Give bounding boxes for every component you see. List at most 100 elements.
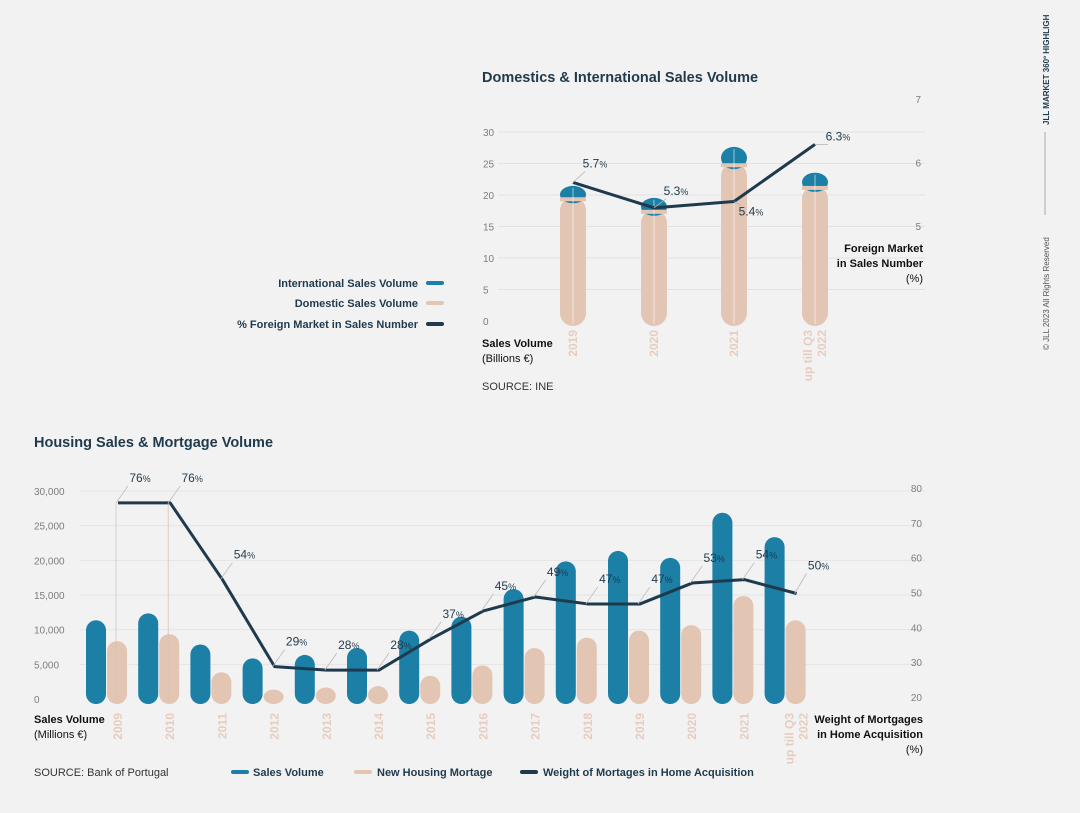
chart1-legend: International Sales Volume Domestic Sale… (237, 278, 444, 331)
chart2-line-series: 76% 76% 54% 29% 28% 28% 37% 45% 49% 47% 47% 53% 54% 5… (115, 471, 829, 700)
chart2-year-label: 2022 (797, 713, 811, 740)
label-leader (324, 652, 338, 671)
sales-volume-bar (190, 644, 211, 704)
chart2-year-label: up till Q3 (783, 713, 797, 765)
mortgage-weight-label: 28% (390, 638, 411, 652)
chart2-right-axis-unit: (%) (906, 744, 923, 756)
foreign-pct-label: 5.7% (583, 156, 608, 170)
legend-sales-swatch (231, 770, 249, 774)
chart2-year-label: 2010 (163, 713, 177, 740)
chart1-left-axis-unit: (Billions €) (482, 353, 533, 365)
mortgage-weight-label: 45% (495, 579, 516, 593)
chart2-year-label: 2015 (424, 713, 438, 740)
chart2-right-tick: 80 (911, 484, 923, 495)
chart2-right-ticks: 20 30 40 50 60 70 80 (911, 484, 923, 704)
chart2-year-label: 2020 (685, 713, 699, 740)
legend-international-swatch (426, 281, 444, 285)
chart2-left-tick: 0 (34, 695, 40, 706)
label-leader (167, 485, 181, 504)
chart2-year-label: 2014 (372, 713, 386, 740)
chart2-source: SOURCE: Bank of Portugal (34, 767, 169, 779)
copyright-vertical-label: © JLL 2023 All Rights Reserved (1042, 237, 1051, 350)
sales-volume-bar (242, 658, 263, 704)
legend-sales: Sales Volume (253, 767, 324, 779)
mortgage-weight-label: 29% (286, 635, 307, 649)
mortgage-weight-label: 54% (234, 548, 255, 562)
chart1-year-label: 2021 (727, 330, 741, 357)
chart2-year-label: 2017 (529, 713, 543, 740)
sales-volume-bar (712, 512, 733, 704)
label-leader (585, 586, 599, 605)
mortgage-weight-label: 47% (651, 572, 672, 586)
chart2-left-ticks: 0 5,000 10,000 15,000 20,000 25,000 30,000 (34, 487, 65, 706)
chart1-bars (560, 146, 828, 326)
chart2-category-labels: 2009 2010 2011 2012 2013 2014 2015 2016 2017 2018… (111, 713, 811, 765)
label-leader (733, 201, 742, 206)
label-leader (637, 586, 651, 605)
chart2-year-label: 2016 (476, 713, 490, 740)
label-leader (428, 621, 442, 640)
label-leader (220, 562, 233, 580)
brand-vertical-label: JLL MARKET 360º HIGHLIGH (1042, 14, 1051, 125)
mortgage-weight-label: 50% (808, 559, 829, 573)
legend-weight-swatch (520, 770, 538, 774)
mortgage-bar (629, 630, 649, 704)
chart1-line-series: 5.7% 5.3% 5.4% 6.3% (572, 129, 850, 218)
chart1-left-tick: 15 (483, 223, 495, 234)
mortgage-bar (107, 641, 127, 704)
sales-volume-bar (451, 616, 472, 704)
foreign-pct-line (572, 143, 816, 210)
chart2-year-label: 2009 (111, 713, 125, 740)
legend-weight: Weight of Mortages in Home Acquisition (543, 767, 754, 779)
mortgage-bar (263, 689, 284, 704)
label-leader (689, 565, 703, 584)
chart1-left-tick: 5 (483, 286, 489, 297)
label-leader (115, 485, 129, 504)
chart1-right-tick: 6 (915, 158, 921, 169)
sales-volume-bar (764, 537, 785, 704)
chart2-bars (86, 512, 806, 704)
chart1-source: SOURCE: INE (482, 381, 554, 393)
chart2-left-tick: 30,000 (34, 487, 65, 498)
mortgage-weight-label: 49% (547, 565, 568, 579)
chart2-right-axis-label-1: Weight of Mortgages (814, 714, 923, 726)
foreign-pct-label: 5.4% (739, 204, 764, 218)
label-leader (533, 579, 546, 598)
label-leader (742, 562, 755, 580)
mortgage-bar (211, 672, 232, 704)
chart1-year-label: 2020 (647, 330, 661, 357)
chart-foreign-sales: Domestics & International Sales Volume 0… (237, 70, 925, 393)
chart2-year-label: 2011 (215, 713, 229, 739)
mortgage-bar (733, 596, 754, 704)
chart2-year-label: 2012 (268, 713, 282, 740)
chart1-right-tick: 7 (915, 95, 921, 106)
chart2-right-tick: 50 (911, 589, 923, 600)
mortgage-weight-label: 53% (704, 551, 725, 565)
chart1-year-label: up till Q3 (801, 330, 815, 382)
legend-international: International Sales Volume (278, 278, 418, 290)
label-leader (376, 652, 390, 671)
chart2-right-axis-label-2: in Home Acquisition (817, 729, 923, 741)
label-leader (481, 593, 494, 612)
chart1-left-ticks: 0 5 10 15 20 25 30 (483, 128, 495, 328)
chart2-right-tick: 70 (911, 519, 923, 530)
chart1-left-tick: 25 (483, 160, 495, 171)
mortgage-weight-label: 37% (443, 607, 464, 621)
chart2-year-label: 2021 (737, 713, 751, 740)
mortgage-bar (472, 665, 493, 704)
chart2-left-tick: 15,000 (34, 591, 65, 602)
mortgage-bar (159, 634, 180, 704)
legend-foreign-pct-swatch (426, 322, 444, 326)
chart2-left-tick: 25,000 (34, 522, 65, 533)
chart1-year-label: 2022 (815, 330, 829, 357)
mortgage-bar (681, 625, 702, 704)
legend-domestic-swatch (426, 301, 444, 305)
chart1-right-axis-label-2: in Sales Number (837, 258, 924, 270)
side-branding: JLL MARKET 360º HIGHLIGH © JLL 2023 All … (1042, 14, 1051, 350)
chart2-legend: Sales Volume New Housing Mortage Weight … (231, 767, 754, 779)
mortgage-weight-label: 76% (129, 471, 150, 485)
chart1-title: Domestics & International Sales Volume (482, 70, 758, 86)
sales-volume-bar (294, 654, 315, 704)
chart1-left-tick: 30 (483, 128, 495, 139)
